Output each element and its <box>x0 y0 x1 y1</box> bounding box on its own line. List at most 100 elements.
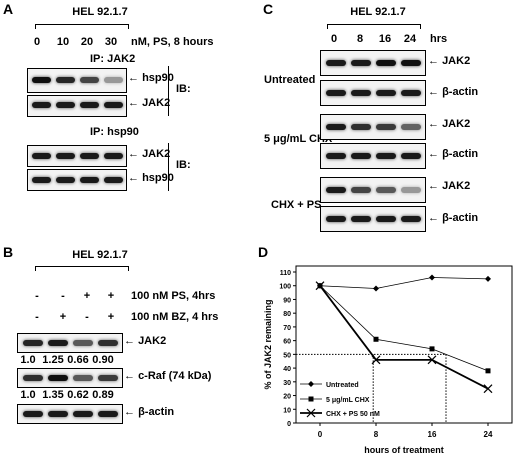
panel-b-ps-sign-3: + <box>107 290 115 302</box>
x-tick-label: 24 <box>484 430 493 439</box>
legend-label: Untreated <box>326 382 359 389</box>
band <box>48 340 68 346</box>
band <box>376 216 396 222</box>
data-point-diamond <box>373 285 379 292</box>
panel-c-time-0: 0 <box>330 33 338 45</box>
panel-c-row-label-3: ← JAK2 <box>428 118 471 130</box>
panel-b-bz-sign-1: + <box>59 311 67 323</box>
band <box>401 60 421 66</box>
data-point-x <box>371 355 381 365</box>
series-line-0 <box>319 277 489 289</box>
band <box>56 77 75 83</box>
panel-c-header-bracket <box>327 24 421 29</box>
label: JAK2 <box>142 97 171 109</box>
band <box>351 216 371 222</box>
panel-b-letter: B <box>3 244 14 260</box>
panel-b-blot-jak2 <box>17 333 123 353</box>
data-point-square <box>308 396 314 402</box>
panel-a-header-bracket <box>35 24 129 29</box>
panel-b-craf-value-2: 0.62 <box>67 389 89 401</box>
band <box>351 60 371 66</box>
panel-b-ps-sign-1: - <box>61 290 65 302</box>
panel-c-time-3: 24 <box>403 33 417 45</box>
panel-a-ip-hsp90: IP: hsp90 <box>90 126 139 138</box>
panel-b-cell-line: HEL 92.1.7 <box>72 249 128 261</box>
panel-b-blot-actin <box>17 404 123 424</box>
y-tick-label: 100 <box>279 284 291 291</box>
y-tick-label: 20 <box>283 394 291 401</box>
panel-c-row-label-6: ← β-actin <box>428 212 479 224</box>
band <box>326 216 346 222</box>
y-tick-label: 80 <box>283 311 291 318</box>
panel-b-bz-label: 100 nM BZ, 4 hrs <box>131 311 219 323</box>
panel-a-letter: A <box>3 1 14 17</box>
label: JAK2 <box>142 148 171 160</box>
panel-c-row-label-2: ← β-actin <box>428 86 479 98</box>
panel-d-letter: D <box>258 244 269 260</box>
band <box>56 153 75 159</box>
y-tick-label: 110 <box>280 270 291 277</box>
band <box>73 375 93 381</box>
panel-b-bz-sign-3: + <box>107 311 115 323</box>
panel-c-blot-chxps-jak2 <box>320 177 426 203</box>
panel-b-row-label-actin: ← β-actin <box>124 406 175 418</box>
panel-c-row-label-4: ← β-actin <box>428 148 479 160</box>
band <box>326 90 346 96</box>
band <box>32 102 51 108</box>
panel-b-craf-value-1: 1.35 <box>42 389 64 401</box>
panel-a-dose-3: 30 <box>104 36 118 48</box>
y-tick-label: 10 <box>283 407 291 414</box>
band <box>48 411 68 417</box>
panel-c-time-unit: hrs <box>430 33 448 45</box>
band <box>73 340 93 346</box>
panel-c-cell-line: HEL 92.1.7 <box>350 6 406 18</box>
panel-c-blot-untreated-jak2 <box>320 50 426 76</box>
x-axis-label: hours of treatment <box>364 445 444 455</box>
panel-b-craf-value-0: 1.0 <box>20 389 36 401</box>
band <box>32 153 51 159</box>
label: c-Raf (74 kDa) <box>138 370 212 382</box>
band <box>376 60 396 66</box>
band <box>104 77 123 83</box>
panel-b-blot-craf <box>17 368 123 388</box>
panel-c-blot-untreated-actin <box>320 80 426 106</box>
panel-b-jak2-value-3: 0.90 <box>92 354 114 366</box>
panel-c-time-2: 16 <box>378 33 392 45</box>
panel-a-ib-label-1: IB: <box>176 83 191 95</box>
data-point-diamond <box>308 381 314 387</box>
band <box>56 177 75 183</box>
band <box>326 124 346 130</box>
panel-b-row-label-jak2: ← JAK2 <box>124 335 167 347</box>
series-line-2 <box>319 285 489 390</box>
data-point-square <box>485 368 491 374</box>
band <box>401 187 421 193</box>
panel-a-dose-1: 10 <box>56 36 70 48</box>
band <box>326 153 346 159</box>
panel-c-blot-chxps-actin <box>320 206 426 232</box>
legend-label: 5 μg/mL CHX <box>326 397 370 404</box>
label: β-actin <box>442 212 479 224</box>
panel-a-blot-jak2-ip2 <box>27 145 127 167</box>
panel-a-dose-0: 0 <box>33 36 41 48</box>
band <box>104 177 123 183</box>
label: JAK2 <box>138 335 167 347</box>
data-point-square <box>373 336 379 342</box>
plot-frame <box>295 265 513 424</box>
series-line-1 <box>319 285 489 372</box>
panel-c-group-chx: 5 μg/mL CHX <box>264 133 333 145</box>
data-point-x <box>483 384 493 394</box>
y-tick-label: 70 <box>283 325 291 332</box>
panel-b-craf-value-3: 0.89 <box>92 389 114 401</box>
y-tick-label: 50 <box>283 352 291 359</box>
band <box>376 153 396 159</box>
panel-b-jak2-value-1: 1.25 <box>42 354 64 366</box>
band <box>326 60 346 66</box>
band <box>23 411 43 417</box>
panel-a-blot-hsp90-ip2 <box>27 169 127 191</box>
band <box>32 77 51 83</box>
band <box>401 216 421 222</box>
panel-a-row-label-3: ← JAK2 <box>128 148 171 160</box>
y-tick-label: 40 <box>283 366 291 373</box>
panel-a-ip-jak2: IP: JAK2 <box>90 53 136 65</box>
panel-a-ib-line-2 <box>168 143 169 191</box>
